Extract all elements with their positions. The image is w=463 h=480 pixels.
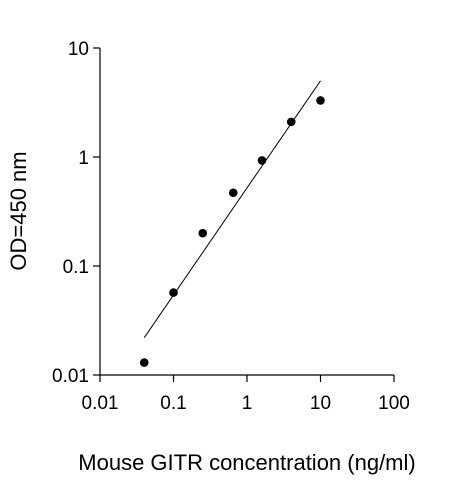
x-tick-label: 1 [242, 393, 253, 414]
data-point [316, 96, 325, 105]
data-point [257, 156, 267, 165]
x-tick-label: 0.1 [160, 393, 186, 414]
y-tick-label: 0.01 [52, 366, 89, 387]
x-tick-label: 0.01 [82, 393, 119, 414]
y-tick-label: 1 [78, 148, 89, 169]
y-axis-title: OD=450 nm [6, 151, 31, 270]
x-tick-label: 100 [378, 393, 410, 414]
x-axis-title: Mouse GITR concentration (ng/ml) [78, 450, 415, 475]
y-tick-label: 0.1 [63, 257, 89, 278]
plot-area: 0.01 0.1 1 10 0.01 0.1 1 10 100 [52, 39, 410, 414]
data-point [169, 288, 178, 297]
data-point [198, 228, 208, 238]
data-point [286, 117, 296, 127]
y-ticks: 0.01 0.1 1 10 [52, 39, 100, 387]
data-point [228, 188, 238, 198]
data-points [139, 96, 325, 367]
x-ticks: 0.01 0.1 1 10 100 [82, 375, 410, 414]
x-tick-label: 10 [310, 393, 331, 414]
data-point [139, 358, 149, 367]
y-tick-label: 10 [68, 39, 89, 60]
